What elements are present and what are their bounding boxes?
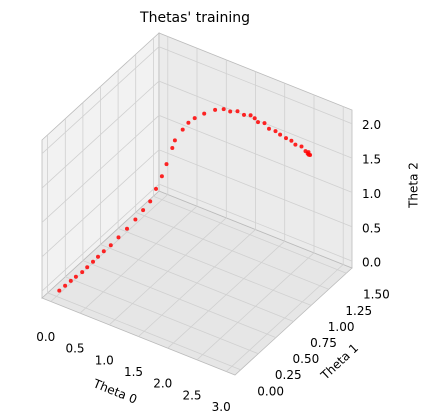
x-tick-label: 2.5 <box>182 388 201 402</box>
point <box>101 249 106 254</box>
z-grid-line <box>41 114 353 223</box>
point <box>125 226 129 231</box>
y-tick-label: 1.25 <box>345 304 372 318</box>
point <box>116 235 121 240</box>
point <box>170 146 175 150</box>
point <box>91 259 95 264</box>
z-tick-label: 1.5 <box>362 153 381 167</box>
point <box>73 274 78 279</box>
point <box>284 136 288 141</box>
point <box>293 142 298 147</box>
x-grid-line <box>225 106 344 372</box>
point <box>248 113 253 118</box>
point <box>172 138 177 143</box>
point <box>108 243 113 248</box>
point <box>80 270 85 275</box>
labels: 0.0 0.5 1.0 1.5 2.0 2.5 3.0 0.00 0.25 0.50 0.75 1.0… <box>36 118 389 414</box>
y-grid-line <box>117 70 312 306</box>
grid <box>41 36 353 372</box>
z-tick-label: 2.0 <box>362 118 381 132</box>
x-grid-line <box>167 83 286 349</box>
x-grid-line <box>196 94 315 361</box>
point <box>85 265 90 270</box>
z-grid-line <box>41 149 353 258</box>
point <box>267 126 271 131</box>
x-grid-line <box>50 36 169 302</box>
point <box>235 109 240 114</box>
point <box>306 152 311 157</box>
points <box>57 107 313 293</box>
point <box>242 112 246 117</box>
point <box>133 217 138 222</box>
point <box>180 127 185 132</box>
point <box>256 120 260 125</box>
point <box>164 162 169 167</box>
y-grid-line <box>47 134 241 371</box>
y-grid-line <box>64 118 259 355</box>
y-grid-line <box>82 102 277 338</box>
z-grid-line <box>41 46 353 154</box>
y-tick-label: 0.00 <box>257 384 284 398</box>
x-grid-line <box>138 71 256 337</box>
y-tick-label: 0.50 <box>293 352 320 366</box>
z-tick-label: 0.0 <box>362 256 381 270</box>
point <box>186 120 191 125</box>
point <box>141 208 146 213</box>
point <box>148 199 153 204</box>
x-tick-label: 1.5 <box>124 365 143 379</box>
y-grid-line <box>100 86 294 322</box>
z-tick-label: 1.0 <box>362 187 381 201</box>
y-grid-line <box>152 38 347 274</box>
point <box>192 116 197 121</box>
y-tick-label: 0.25 <box>275 368 302 382</box>
point <box>202 111 207 116</box>
x-tick-label: 2.0 <box>153 377 172 391</box>
point <box>221 107 226 112</box>
z-axis-label: Theta 2 <box>407 162 421 209</box>
x-axis-label: Theta 0 <box>90 376 139 407</box>
point <box>252 116 257 121</box>
x-grid-line <box>109 59 227 326</box>
z-grid-line <box>41 80 353 189</box>
point <box>57 288 62 293</box>
z-grid-line <box>41 183 353 292</box>
y-grid-line <box>135 54 329 290</box>
z-tick-label: 0.5 <box>362 221 381 235</box>
point <box>228 109 233 114</box>
y-tick-label: 1.00 <box>328 320 355 334</box>
y-tick-label: 0.75 <box>310 336 337 350</box>
point <box>154 186 158 191</box>
point <box>68 278 73 283</box>
x-tick-label: 3.0 <box>212 400 231 414</box>
point <box>159 174 164 179</box>
point <box>262 121 267 126</box>
point <box>96 254 100 259</box>
x-tick-label: 1.0 <box>95 353 114 367</box>
point <box>278 132 283 137</box>
x-tick-label: 0.0 <box>36 330 55 344</box>
point <box>213 107 218 112</box>
x-grid-line <box>79 48 198 314</box>
point <box>63 283 68 288</box>
x-tick-label: 0.5 <box>65 342 84 356</box>
chart-title: Thetas' training <box>139 10 250 26</box>
point <box>289 138 294 143</box>
y-tick-label: 1.50 <box>363 288 390 302</box>
point <box>299 144 304 149</box>
point <box>273 129 278 134</box>
